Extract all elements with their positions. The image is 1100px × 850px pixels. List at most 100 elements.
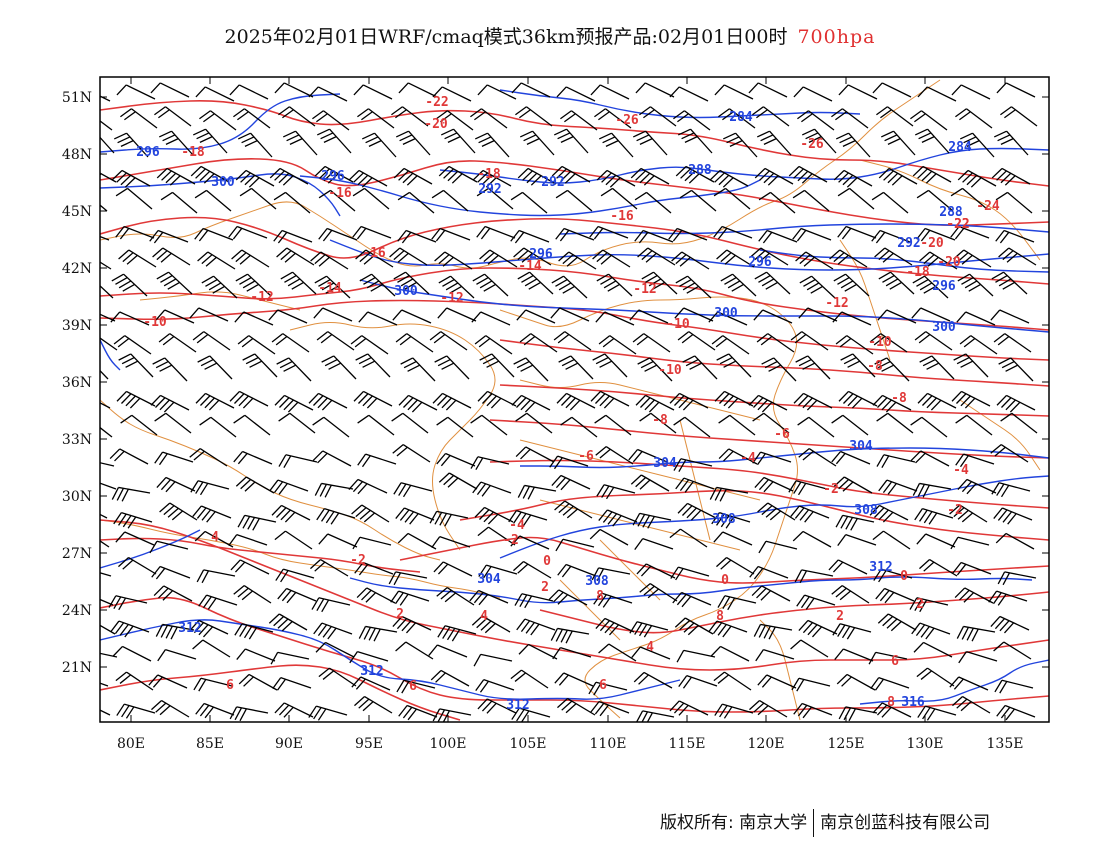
wind-barb <box>154 451 194 466</box>
wind-barb <box>275 568 315 583</box>
wind-barb <box>100 227 110 241</box>
wind-barb <box>197 355 233 380</box>
wind-barb <box>312 110 350 131</box>
wind-barb <box>954 587 994 604</box>
wind-barb <box>836 673 876 691</box>
lat-tick-label: 33N <box>62 432 92 448</box>
height-label: 284 <box>948 140 972 155</box>
copyright-text: 版权所有: 南京大学 <box>660 813 808 833</box>
wind-barb <box>628 448 668 463</box>
height-label: 292 <box>897 236 920 251</box>
boundary-line <box>100 399 441 561</box>
wind-barb <box>108 595 148 611</box>
wind-barb <box>833 476 873 494</box>
wind-barb <box>831 108 869 129</box>
wind-barb <box>637 357 673 382</box>
wind-barb <box>558 251 597 270</box>
wind-barb <box>748 394 788 413</box>
temperature-label: 2 <box>396 607 404 622</box>
wind-barb <box>596 273 633 297</box>
wind-barb <box>993 507 1033 525</box>
height-label: 300 <box>394 284 418 299</box>
wind-barb <box>837 533 877 546</box>
wind-barb <box>355 353 391 378</box>
temperature-label: -26 <box>800 137 824 152</box>
wind-barb <box>631 646 671 660</box>
wind-barb <box>395 333 434 353</box>
height-label: 296 <box>748 255 772 270</box>
axes: 51N 48N 45N 42N 39N 36N 33N 30N 27N 24N 21N 80E 85E 9… <box>62 77 1049 752</box>
temperature-label: 6 <box>226 678 234 693</box>
wind-barb <box>228 225 268 240</box>
wind-barb <box>195 702 235 719</box>
wind-barb <box>718 414 756 436</box>
isotherm <box>100 519 1049 671</box>
isotherm <box>539 591 1049 634</box>
wind-barb <box>801 128 837 154</box>
wind-barb <box>668 227 708 242</box>
wind-barb <box>438 165 478 184</box>
wind-barb <box>237 514 277 531</box>
boundary-line <box>139 291 301 311</box>
wind-barb <box>431 227 471 242</box>
wind-barb <box>120 108 158 129</box>
wind-barb <box>239 187 277 210</box>
wind-barb <box>632 130 668 156</box>
wind-barb <box>555 189 593 212</box>
wind-barb <box>914 508 954 525</box>
wind-barb <box>630 474 670 492</box>
province-boundaries <box>100 79 1041 721</box>
wind-barb <box>357 108 395 129</box>
wind-barb <box>100 110 113 131</box>
wind-barb <box>708 620 748 638</box>
wind-barb <box>351 676 391 691</box>
wind-barb <box>670 566 710 581</box>
wind-barb <box>357 414 395 436</box>
lat-tick-label: 48N <box>62 147 92 163</box>
footer-divider <box>813 809 815 837</box>
wind-barb <box>233 414 271 436</box>
wind-barb <box>835 514 875 531</box>
wind-barb <box>151 565 191 580</box>
wind-barb <box>190 480 230 496</box>
height-label: 284 <box>729 110 753 125</box>
height-label: 300 <box>932 320 956 335</box>
boundary-line <box>959 399 1041 471</box>
wind-barb <box>397 532 437 550</box>
lat-tick-label: 51N <box>62 90 92 106</box>
wind-barb <box>913 641 953 658</box>
wind-barb <box>242 353 278 378</box>
wind-barb <box>914 128 950 154</box>
wind-barb <box>476 187 514 210</box>
wind-barb <box>549 455 589 470</box>
wind-barb <box>678 674 718 689</box>
temperature-label: -10 <box>868 335 892 350</box>
wind-barb <box>717 595 757 611</box>
temperature-label: 4 <box>646 640 654 655</box>
wind-barb <box>198 594 238 610</box>
wind-barb <box>195 86 235 102</box>
wind-barb <box>233 585 272 604</box>
wind-barb <box>951 84 991 100</box>
wind-barb <box>996 394 1036 413</box>
boundary-line <box>100 519 501 599</box>
temperature-label: -16 <box>362 246 386 261</box>
wind-barb <box>199 110 237 131</box>
height-contour <box>329 239 1049 271</box>
wind-barb <box>555 227 595 242</box>
wind-barb <box>116 390 156 409</box>
wind-barb <box>669 86 709 102</box>
wind-barb <box>677 128 713 154</box>
temperature-label: -4 <box>953 463 969 478</box>
temperature-label: -2 <box>350 553 366 568</box>
wind-barb <box>470 414 508 436</box>
wind-barb <box>835 335 874 355</box>
wind-barb <box>910 450 950 467</box>
wind-barb <box>874 247 913 266</box>
wind-barb <box>589 225 629 240</box>
wind-barb <box>100 477 117 490</box>
wind-barb <box>100 128 115 154</box>
wind-barb <box>470 108 508 129</box>
wind-barb <box>274 702 314 718</box>
wind-barb <box>100 392 111 409</box>
